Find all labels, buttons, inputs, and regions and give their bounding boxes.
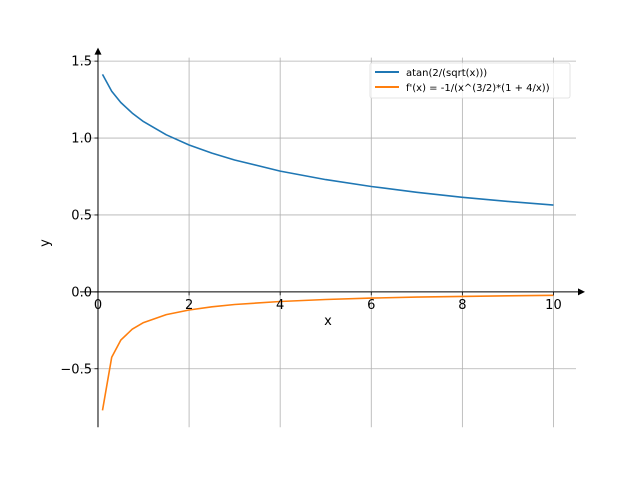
x-tick-label: 8 — [458, 298, 466, 313]
legend-label-1: f'(x) = -1/(x^(3/2)*(1 + 4/x)) — [406, 83, 550, 94]
x-tick-label: 2 — [185, 298, 193, 313]
series-line-0 — [101, 74, 554, 206]
axes — [80, 47, 585, 428]
x-tick-label: 4 — [276, 298, 284, 313]
y-tick-label: −0.5 — [60, 362, 92, 377]
legend-label-0: atan(2/(sqrt(x))) — [406, 68, 487, 79]
grid — [80, 57, 576, 428]
x-tick-label: 6 — [367, 298, 375, 313]
x-axis-label: x — [324, 314, 332, 329]
legend-box — [369, 62, 571, 99]
series-line-1 — [101, 294, 554, 411]
series-lines — [101, 74, 554, 411]
y-tick-label: 1.0 — [71, 132, 92, 147]
x-tick-label: 0 — [94, 298, 102, 313]
y-axis-label: y — [38, 239, 53, 247]
x-tick-label: 10 — [545, 298, 562, 313]
x-axis-arrow-icon — [578, 288, 585, 296]
y-tick-label: 0.0 — [71, 285, 92, 300]
y-axis-arrow-icon — [94, 47, 102, 55]
legend: atan(2/(sqrt(x))) f'(x) = -1/(x^(3/2)*(1… — [369, 62, 571, 99]
y-tick-label: 0.5 — [71, 208, 92, 223]
ticks: 0 2 4 6 8 10 −0.5 0.0 0.5 1.0 1.5 — [60, 55, 561, 378]
y-tick-label: 1.5 — [71, 55, 92, 70]
